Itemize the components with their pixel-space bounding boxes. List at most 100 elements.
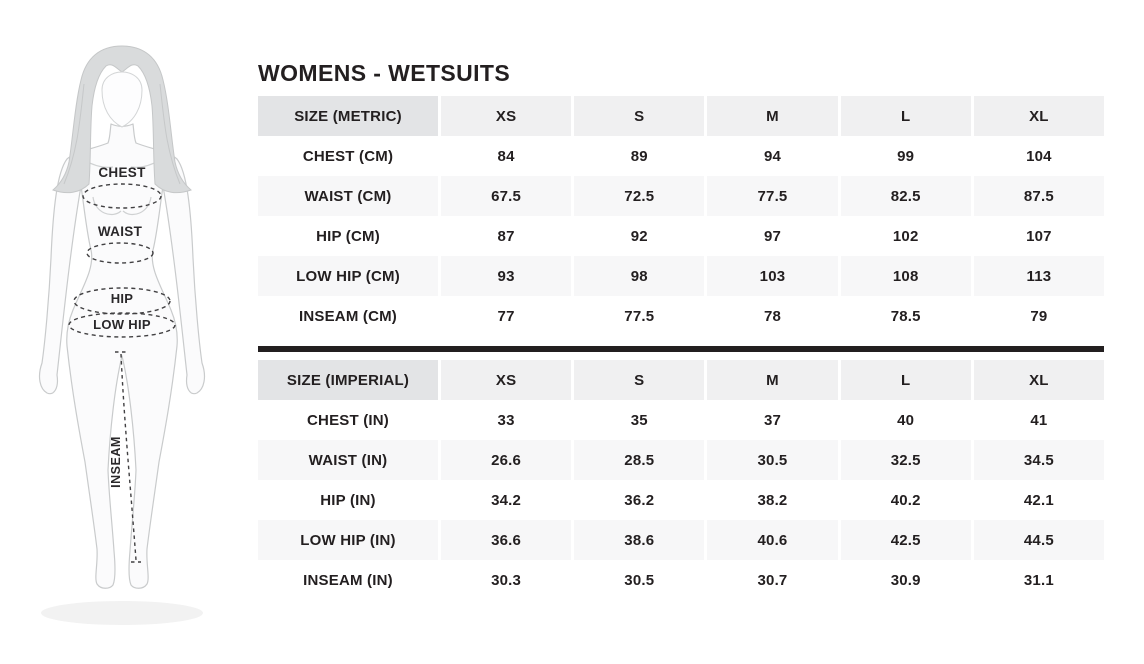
chest-label: CHEST bbox=[98, 165, 146, 180]
measurement-value-cell: 82.5 bbox=[840, 176, 971, 216]
size-column-header-cell: S bbox=[574, 96, 705, 136]
measurement-value-cell: 36.6 bbox=[441, 520, 572, 560]
measurement-value-cell: 78 bbox=[763, 307, 782, 325]
chest-ellipse bbox=[82, 183, 162, 209]
measurement-value-cell: 44.5 bbox=[973, 520, 1104, 560]
measurement-value-cell: 72.5 bbox=[574, 176, 705, 216]
measurement-value-cell: 87.5 bbox=[973, 176, 1104, 216]
measurement-value-cell: 98 bbox=[574, 256, 705, 296]
size-column-header-cell: L bbox=[840, 96, 971, 136]
measurement-row: LOW HIP (IN) 36.6 38.6 40.6 42.5 44.5 bbox=[258, 520, 1104, 560]
hair-strand-lines bbox=[63, 83, 181, 185]
measurement-value-cell: 89 bbox=[630, 147, 648, 165]
page-title: WOMENS - WETSUITS bbox=[258, 60, 511, 86]
measurement-value-cell: 31.1 bbox=[1023, 571, 1054, 589]
figure-illustration: CHEST WAIST HIP LOW HIP INSEAM bbox=[38, 45, 206, 625]
measurement-value-cell: 41 bbox=[1030, 411, 1048, 429]
bust-lines bbox=[92, 196, 152, 216]
measurement-value-cell: 103 bbox=[707, 256, 838, 296]
measurement-label-cell: LOW HIP (IN) bbox=[258, 520, 438, 560]
measurement-label-cell: CHEST (CM) bbox=[302, 147, 394, 165]
measurement-value-cell: 33 bbox=[497, 411, 515, 429]
measurement-value-cell: 34.5 bbox=[973, 440, 1104, 480]
body-silhouette bbox=[38, 123, 206, 589]
measurement-value-cell: 38.6 bbox=[574, 520, 705, 560]
figure-shadow bbox=[41, 601, 203, 625]
measurement-value-cell: 113 bbox=[973, 256, 1104, 296]
waist-label: WAIST bbox=[98, 224, 143, 239]
size-column-header-cell: XS bbox=[441, 360, 572, 400]
measurement-value-cell: 26.6 bbox=[441, 440, 572, 480]
measurement-row: CHEST (IN) 33 35 37 40 41 bbox=[258, 400, 1104, 440]
measurement-value-cell: 87 bbox=[497, 227, 515, 245]
measurement-value-cell: 102 bbox=[892, 227, 919, 245]
measurement-value-cell: 93 bbox=[441, 256, 572, 296]
measurement-label-cell: CHEST (IN) bbox=[307, 411, 389, 429]
measurement-row: INSEAM (CM) 77 77.5 78 78.5 79 bbox=[258, 296, 1104, 336]
measurement-value-cell: 30.7 bbox=[757, 571, 788, 589]
inseam-label: INSEAM bbox=[109, 436, 123, 488]
measurement-row: HIP (CM) 87 92 97 102 107 bbox=[258, 216, 1104, 256]
measurement-value-cell: 40 bbox=[897, 411, 915, 429]
face bbox=[101, 71, 143, 128]
measurement-value-cell: 32.5 bbox=[840, 440, 971, 480]
measurement-value-cell: 40.2 bbox=[890, 491, 921, 509]
size-column-header-cell: L bbox=[840, 360, 971, 400]
measurement-value-cell: 42.1 bbox=[1023, 491, 1054, 509]
measurement-value-cell: 28.5 bbox=[574, 440, 705, 480]
metric-size-table: SIZE (METRIC) XS S M L XL CHEST (CM) 84 89 94 99 10… bbox=[258, 96, 1104, 336]
measurement-label-cell: INSEAM (IN) bbox=[303, 571, 393, 589]
measurement-value-cell: 30.3 bbox=[491, 571, 522, 589]
low-hip-ellipse bbox=[68, 312, 176, 338]
measurement-label-cell: WAIST (CM) bbox=[258, 176, 438, 216]
size-tables-section: WOMENS - WETSUITS SIZE (METRIC) XS S M L XL CH… bbox=[258, 58, 1104, 600]
size-column-header-cell: S bbox=[574, 360, 705, 400]
imperial-size-table: SIZE (IMPERIAL) XS S M L XL CHEST (IN) 33 35 37 40… bbox=[258, 360, 1104, 600]
measurement-value-cell: 67.5 bbox=[441, 176, 572, 216]
measurement-value-cell: 99 bbox=[897, 147, 915, 165]
hip-ellipse bbox=[73, 287, 171, 315]
waist-ellipse bbox=[86, 242, 154, 264]
measurement-row: INSEAM (IN) 30.3 30.5 30.7 30.9 31.1 bbox=[258, 560, 1104, 600]
measurement-row: CHEST (CM) 84 89 94 99 104 bbox=[258, 136, 1104, 176]
measurement-value-cell: 97 bbox=[763, 227, 782, 245]
measurement-value-cell: 79 bbox=[1030, 307, 1048, 325]
size-table-label-cell: SIZE (METRIC) bbox=[258, 96, 438, 136]
size-column-header-cell: M bbox=[707, 360, 838, 400]
measurement-value-cell: 30.5 bbox=[707, 440, 838, 480]
measurement-label-cell: HIP (CM) bbox=[316, 227, 380, 245]
measurement-value-cell: 35 bbox=[630, 411, 648, 429]
measurement-row: LOW HIP (CM) 93 98 103 108 113 bbox=[258, 256, 1104, 296]
size-column-header-cell: XS bbox=[441, 96, 572, 136]
measurement-label-cell: INSEAM (CM) bbox=[298, 307, 398, 325]
measurement-value-cell: 38.2 bbox=[757, 491, 788, 509]
size-column-header-cell: M bbox=[707, 96, 838, 136]
size-header-row: SIZE (IMPERIAL) XS S M L XL bbox=[258, 360, 1104, 400]
measurement-label-cell: LOW HIP (CM) bbox=[258, 256, 438, 296]
measurement-value-cell: 92 bbox=[630, 227, 648, 245]
measurement-value-cell: 104 bbox=[1026, 147, 1052, 165]
size-column-header-cell: XL bbox=[973, 96, 1104, 136]
measurement-value-cell: 37 bbox=[763, 411, 782, 429]
size-header-row: SIZE (METRIC) XS S M L XL bbox=[258, 96, 1104, 136]
measurement-value-cell: 94 bbox=[763, 147, 782, 165]
measurement-value-cell: 77.5 bbox=[624, 307, 655, 325]
measurement-value-cell: 40.6 bbox=[707, 520, 838, 560]
size-column-header-cell: XL bbox=[973, 360, 1104, 400]
low-hip-label: LOW HIP bbox=[93, 317, 151, 332]
measurement-value-cell: 42.5 bbox=[840, 520, 971, 560]
measurement-value-cell: 36.2 bbox=[624, 491, 655, 509]
measurement-value-cell: 108 bbox=[840, 256, 971, 296]
measurement-figure: CHEST WAIST HIP LOW HIP INSEAM bbox=[0, 0, 246, 664]
measurement-value-cell: 30.5 bbox=[624, 571, 655, 589]
measurement-value-cell: 78.5 bbox=[890, 307, 921, 325]
measurement-row: WAIST (IN) 26.6 28.5 30.5 32.5 34.5 bbox=[258, 440, 1104, 480]
size-table-label-cell: SIZE (IMPERIAL) bbox=[258, 360, 438, 400]
hip-label: HIP bbox=[111, 291, 134, 306]
table-divider bbox=[258, 346, 1104, 352]
measurement-value-cell: 107 bbox=[1026, 227, 1052, 245]
measurement-value-cell: 84 bbox=[497, 147, 515, 165]
measurement-value-cell: 34.2 bbox=[491, 491, 522, 509]
measurement-value-cell: 30.9 bbox=[890, 571, 921, 589]
